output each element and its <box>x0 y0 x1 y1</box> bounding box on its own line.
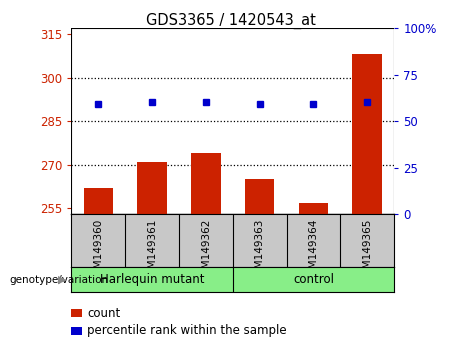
Bar <box>353 55 382 214</box>
Bar <box>299 202 328 214</box>
Text: percentile rank within the sample: percentile rank within the sample <box>87 325 287 337</box>
Text: GSM149364: GSM149364 <box>308 218 319 282</box>
Text: GSM149361: GSM149361 <box>147 218 157 282</box>
Bar <box>137 162 167 214</box>
Text: Harlequin mutant: Harlequin mutant <box>100 273 204 286</box>
Text: control: control <box>293 273 334 286</box>
Text: genotype/variation: genotype/variation <box>9 275 108 285</box>
Text: GSM149363: GSM149363 <box>254 218 265 282</box>
Text: GSM149360: GSM149360 <box>93 218 103 282</box>
Text: GSM149365: GSM149365 <box>362 218 372 282</box>
Text: GSM149362: GSM149362 <box>201 218 211 282</box>
Text: GDS3365 / 1420543_at: GDS3365 / 1420543_at <box>146 12 315 29</box>
Bar <box>83 188 113 214</box>
Text: ▶: ▶ <box>59 275 67 285</box>
Text: count: count <box>87 307 120 320</box>
Bar <box>191 153 221 214</box>
Bar <box>245 179 274 214</box>
